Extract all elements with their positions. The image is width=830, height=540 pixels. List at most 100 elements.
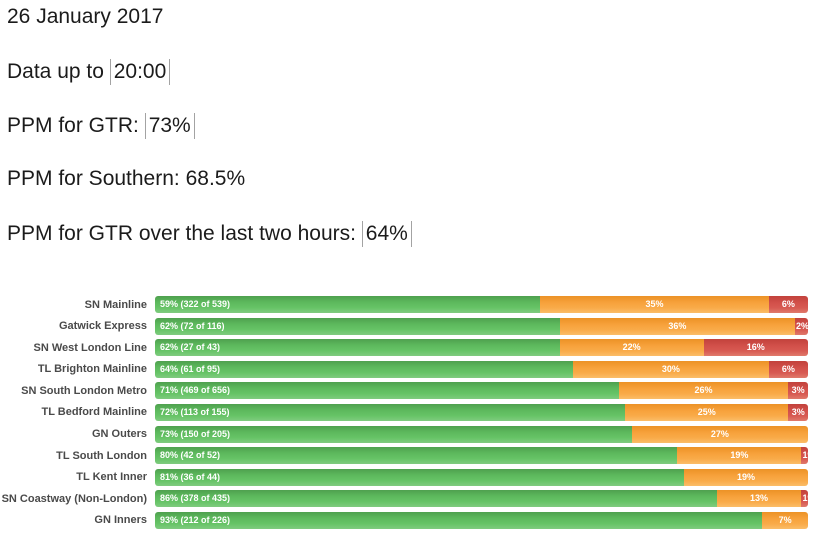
stacked-bar: 64% (61 of 95) 30% 6% [155, 360, 808, 378]
segment-label: 7% [778, 514, 792, 525]
segment-label: 16% [746, 342, 765, 353]
row-label: TL Brighton Mainline [37, 363, 147, 376]
editable-field[interactable]: 73% [144, 113, 195, 139]
segment-label: 19% [730, 450, 749, 461]
bar-segment-green: 93% (212 of 226) [155, 511, 763, 529]
header-line: PPM for Southern: 68.5% [7, 167, 412, 190]
editable-field[interactable]: 20:00 [109, 59, 171, 85]
segment-label: 3% [791, 406, 805, 417]
chart-row: Gatwick Express 62% (72 of 116) 36% 2% [0, 317, 808, 335]
bar-segment-orange: 26% [618, 382, 789, 400]
chart-row: TL Brighton Mainline 64% (61 of 95) 30% 6% [0, 360, 808, 378]
row-label: SN Mainline [84, 298, 147, 311]
bar-segment-green: 62% (72 of 116) [155, 317, 560, 335]
segment-label: 64% (61 of 95) [160, 363, 221, 374]
bar-segment-green: 71% (469 of 656) [155, 382, 619, 400]
segment-label: 72% (113 of 155) [160, 406, 230, 417]
segment-label: 71% (469 of 656) [160, 385, 231, 396]
segment-label: 81% (36 of 44) [160, 471, 221, 482]
header-text: PPM for GTR over the last two hours: [7, 222, 362, 245]
segment-label: 13% [750, 493, 769, 504]
segment-label: 26% [694, 385, 713, 396]
stacked-bar: 80% (42 of 52) 19% 1% [155, 447, 808, 465]
bar-segment-red: 16% [703, 339, 808, 357]
header-text: 26 January 2017 [7, 5, 164, 28]
chart-row: GN Outers 73% (150 of 205) 27% [0, 425, 808, 443]
chart-row: GN Inners 93% (212 of 226) 7% [0, 511, 808, 529]
stacked-bar: 62% (72 of 116) 36% 2% [155, 317, 808, 335]
bar-segment-orange: 19% [683, 468, 808, 486]
bar-segment-green: 62% (27 of 43) [155, 339, 560, 357]
bar-segment-red: 3% [788, 403, 808, 421]
bar-segment-orange: 7% [762, 511, 808, 529]
stacked-bar: 62% (27 of 43) 22% 16% [155, 339, 808, 357]
row-label: Gatwick Express [58, 320, 147, 333]
stacked-bar: 86% (378 of 435) 13% 1% [155, 490, 808, 508]
segment-label: 93% (212 of 226) [160, 514, 231, 525]
row-label: SN Coastway (Non-London) [1, 492, 147, 505]
header-line: PPM for GTR over the last two hours: 64% [7, 221, 412, 247]
segment-label: 25% [697, 406, 716, 417]
bar-segment-red: 6% [768, 296, 808, 313]
header-line: PPM for GTR: 73% [7, 113, 412, 139]
segment-label: 2% [795, 320, 808, 331]
header-line: Data up to 20:00 [7, 59, 412, 85]
segment-label: 62% (27 of 43) [160, 342, 221, 353]
bar-segment-green: 81% (36 of 44) [155, 468, 684, 486]
bar-segment-orange: 25% [625, 403, 789, 421]
header-text: Data up to [7, 60, 110, 83]
header-text: PPM for Southern: 68.5% [7, 167, 246, 190]
editable-field[interactable]: 64% [361, 221, 412, 247]
segment-label: 73% (150 of 205) [160, 428, 231, 439]
segment-label: 22% [622, 342, 641, 353]
stacked-bar: 59% (322 of 539) 35% 6% [155, 296, 808, 313]
segment-label: 30% [661, 363, 680, 374]
row-label: GN Outers [91, 428, 147, 441]
bar-segment-orange: 27% [631, 425, 808, 443]
segment-label: 36% [668, 320, 687, 331]
bar-segment-green: 72% (113 of 155) [155, 403, 626, 421]
header-text: PPM for GTR: [7, 114, 145, 137]
bar-segment-red: 1% [801, 490, 808, 508]
report-header: 26 January 2017 Data up to 20:00 PPM for G… [7, 5, 412, 275]
bar-segment-red: 3% [788, 382, 808, 400]
segment-label: 62% (72 of 116) [160, 320, 225, 331]
bar-segment-red: 2% [794, 317, 808, 335]
header-line: 26 January 2017 [7, 5, 412, 28]
segment-label: 86% (378 of 435) [160, 493, 231, 504]
chart-row: SN South London Metro 71% (469 of 656) 26%… [0, 382, 808, 400]
chart-row: SN Mainline 59% (322 of 539) 35% 6% [0, 296, 808, 313]
bar-segment-green: 86% (378 of 435) [155, 490, 717, 508]
bar-segment-green: 80% (42 of 52) [155, 447, 678, 465]
row-label: SN West London Line [33, 341, 147, 354]
segment-label: 1% [802, 450, 808, 461]
bar-segment-green: 73% (150 of 205) [155, 425, 632, 443]
chart-row: SN West London Line 62% (27 of 43) 22% 16% [0, 339, 808, 357]
row-label: SN South London Metro [21, 384, 147, 397]
bar-segment-green: 64% (61 of 95) [155, 360, 573, 378]
chart-row: TL Bedford Mainline 72% (113 of 155) 25% 3% [0, 403, 808, 421]
row-label: TL Kent Inner [76, 471, 147, 484]
segment-label: 1% [802, 493, 808, 504]
bar-segment-orange: 22% [559, 339, 704, 357]
segment-label: 35% [645, 299, 664, 309]
segment-label: 3% [791, 385, 805, 396]
segment-label: 80% (42 of 52) [160, 450, 221, 461]
bar-segment-green: 59% (322 of 539) [155, 296, 541, 313]
segment-label: 27% [710, 428, 729, 439]
bar-segment-red: 6% [768, 360, 808, 378]
row-label: TL South London [56, 449, 147, 462]
stacked-bar: 71% (469 of 656) 26% 3% [155, 382, 808, 400]
segment-label: 6% [781, 299, 795, 309]
stacked-bar: 72% (113 of 155) 25% 3% [155, 403, 808, 421]
segment-label: 19% [736, 471, 755, 482]
bar-segment-orange: 36% [559, 317, 795, 335]
bar-segment-orange: 35% [540, 296, 769, 313]
segment-label: 59% (322 of 539) [160, 299, 231, 309]
chart-row: TL Kent Inner 81% (36 of 44) 19% [0, 468, 808, 486]
stacked-bar: 93% (212 of 226) 7% [155, 511, 808, 529]
bar-segment-red: 1% [801, 447, 808, 465]
bar-segment-orange: 19% [677, 447, 802, 465]
ppm-stacked-bar-chart: SN Mainline 59% (322 of 539) 35% 6% Gatwick … [0, 296, 808, 534]
row-label: GN Inners [94, 514, 147, 527]
